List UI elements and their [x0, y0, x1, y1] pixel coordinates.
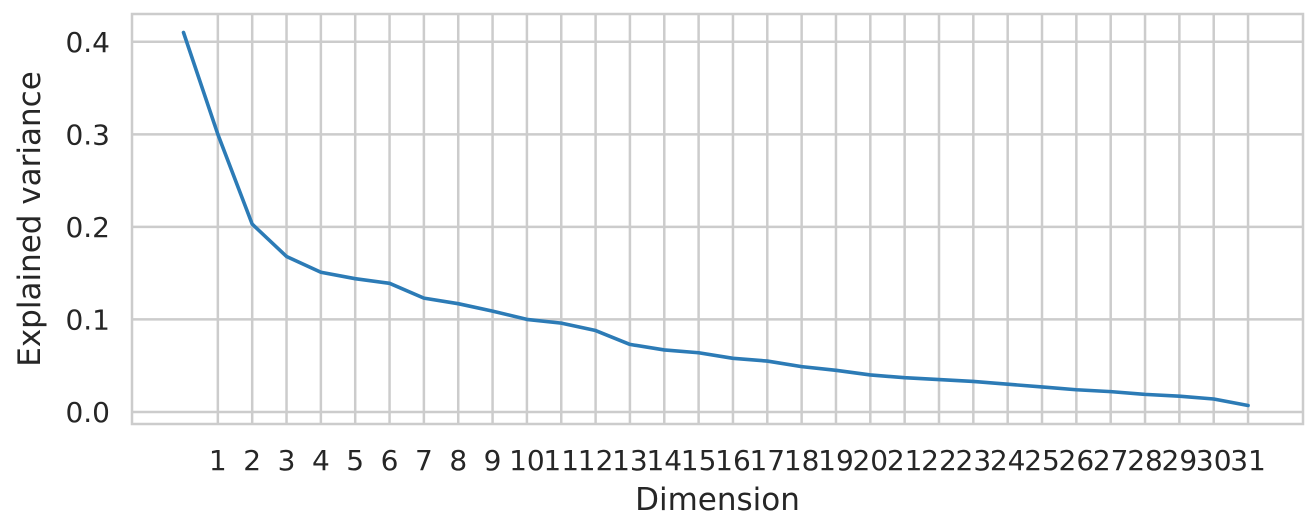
- x-tick-label: 21: [887, 444, 923, 477]
- x-tick-label: 4: [312, 444, 330, 477]
- x-tick-label: 11: [543, 444, 579, 477]
- x-tick-label: 20: [852, 444, 888, 477]
- x-tick-label: 19: [818, 444, 854, 477]
- x-tick-label: 31: [1230, 444, 1266, 477]
- y-tick-label: 0.3: [65, 118, 110, 151]
- x-tick-label: 26: [1059, 444, 1095, 477]
- x-tick-label: 9: [484, 444, 502, 477]
- y-tick-label: 0.2: [65, 211, 110, 244]
- y-tick-labels: 0.0 0.1 0.2 0.3 0.4: [65, 26, 110, 429]
- x-tick-label: 10: [509, 444, 545, 477]
- x-tick-label: 2: [243, 444, 261, 477]
- x-tick-label: 15: [681, 444, 717, 477]
- x-tick-label: 24: [990, 444, 1026, 477]
- x-tick-label: 28: [1127, 444, 1163, 477]
- x-tick-label: 8: [449, 444, 467, 477]
- x-tick-label: 17: [749, 444, 785, 477]
- x-tick-label: 25: [1024, 444, 1060, 477]
- y-tick-label: 0.4: [65, 26, 110, 59]
- x-tick-label: 14: [646, 444, 682, 477]
- y-tick-label: 0.1: [65, 303, 110, 336]
- x-tick-labels: 1 2 3 4 5 6 7 8 9 1011121314151617181920212223242…: [209, 444, 1266, 477]
- x-tick-label: 6: [381, 444, 399, 477]
- x-axis-label: Dimension: [635, 482, 800, 518]
- plot-frame: [130, 12, 1305, 426]
- x-tick-label: 18: [784, 444, 820, 477]
- x-tick-label: 29: [1162, 444, 1198, 477]
- y-axis-label: Explained variance: [12, 71, 48, 367]
- series-layer: [181, 30, 1250, 408]
- x-tick-label: 1: [209, 444, 227, 477]
- x-tick-label: 3: [278, 444, 296, 477]
- x-tick-label: 22: [921, 444, 957, 477]
- x-tick-label: 7: [415, 444, 433, 477]
- x-tick-label: 30: [1196, 444, 1232, 477]
- x-tick-label: 27: [1093, 444, 1129, 477]
- x-tick-label: 12: [578, 444, 614, 477]
- x-tick-label: 16: [715, 444, 751, 477]
- grid-lines: [132, 14, 1303, 424]
- x-tick-label: 13: [612, 444, 648, 477]
- x-tick-label: 5: [346, 444, 364, 477]
- x-tick-label: 23: [956, 444, 992, 477]
- y-tick-label: 0.0: [65, 396, 110, 429]
- series-line: [181, 30, 1250, 408]
